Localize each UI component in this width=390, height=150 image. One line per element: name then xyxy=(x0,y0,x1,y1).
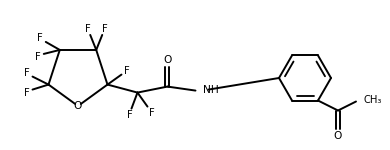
Text: F: F xyxy=(124,66,129,76)
Text: F: F xyxy=(37,33,43,43)
Text: F: F xyxy=(24,68,29,78)
Text: F: F xyxy=(149,108,154,118)
Text: O: O xyxy=(74,101,82,111)
Text: F: F xyxy=(85,24,91,34)
Text: O: O xyxy=(334,130,342,141)
Text: F: F xyxy=(24,88,29,98)
Text: F: F xyxy=(102,24,108,34)
Text: CH₃: CH₃ xyxy=(364,94,382,105)
Text: NH: NH xyxy=(204,85,219,95)
Text: O: O xyxy=(163,55,172,65)
Text: F: F xyxy=(35,52,41,62)
Text: F: F xyxy=(127,110,132,120)
